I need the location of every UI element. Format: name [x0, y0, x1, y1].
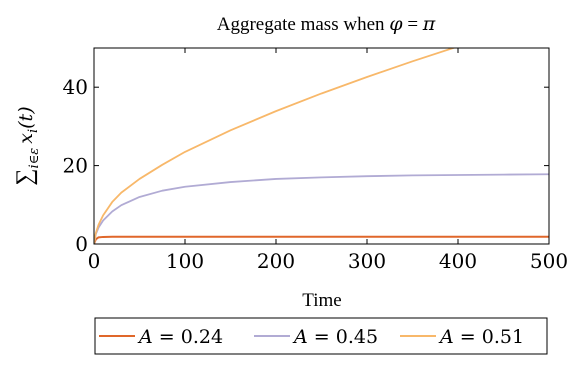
y-tick-label: 40 — [63, 75, 88, 99]
ylabel-x: x — [15, 133, 37, 144]
plot-frame — [93, 47, 550, 245]
y-ticks: 0 20 40 — [63, 75, 549, 256]
title-phi: φ — [389, 13, 403, 35]
series-layer — [94, 48, 549, 244]
legend: A = 0.24 A = 0.45 A = 0.51 — [94, 317, 548, 355]
title-pi: π — [422, 13, 436, 35]
x-ticks: 0 100 200 300 400 500 — [88, 48, 568, 273]
ylabel-sum: ∑ — [12, 169, 38, 186]
legend-label: A = 0.45 — [292, 326, 378, 348]
series-line-1 — [94, 235, 549, 244]
y-tick-label: 0 — [75, 232, 88, 256]
ylabel-arg: (t) — [15, 106, 37, 128]
legend-item-1: A = 0.24 — [99, 326, 223, 348]
legend-label: A = 0.51 — [438, 326, 524, 348]
x-tick-label: 100 — [166, 249, 204, 273]
legend-box — [94, 317, 548, 355]
x-tick-label: 200 — [257, 249, 295, 273]
ylabel-sub: i∈ε — [27, 148, 42, 169]
x-tick-label: 500 — [530, 249, 568, 273]
x-tick-label: 300 — [348, 249, 386, 273]
x-tick-label: 0 — [88, 249, 101, 273]
ylabel-xsub: i — [26, 129, 41, 133]
y-tick-label: 20 — [63, 154, 88, 178]
legend-items: A = 0.24 A = 0.45 A = 0.51 — [99, 326, 524, 348]
legend-item-2: A = 0.45 — [254, 326, 378, 348]
x-tick-label: 400 — [439, 249, 477, 273]
title-prefix: Aggregate mass when — [217, 14, 390, 35]
series-line-2 — [94, 173, 549, 244]
x-axis-label: Time — [302, 290, 341, 311]
title-eq: = — [403, 14, 423, 35]
svg-text:∑i∈εxi(t): ∑i∈ε xi(t) — [12, 106, 42, 185]
legend-label: A = 0.24 — [137, 326, 223, 348]
series-line-3 — [94, 48, 457, 244]
y-axis-label: ∑i∈ε xi(t) — [12, 106, 42, 185]
legend-item-3: A = 0.51 — [400, 326, 524, 348]
chart-title: Aggregate mass when φ = π — [217, 13, 436, 35]
